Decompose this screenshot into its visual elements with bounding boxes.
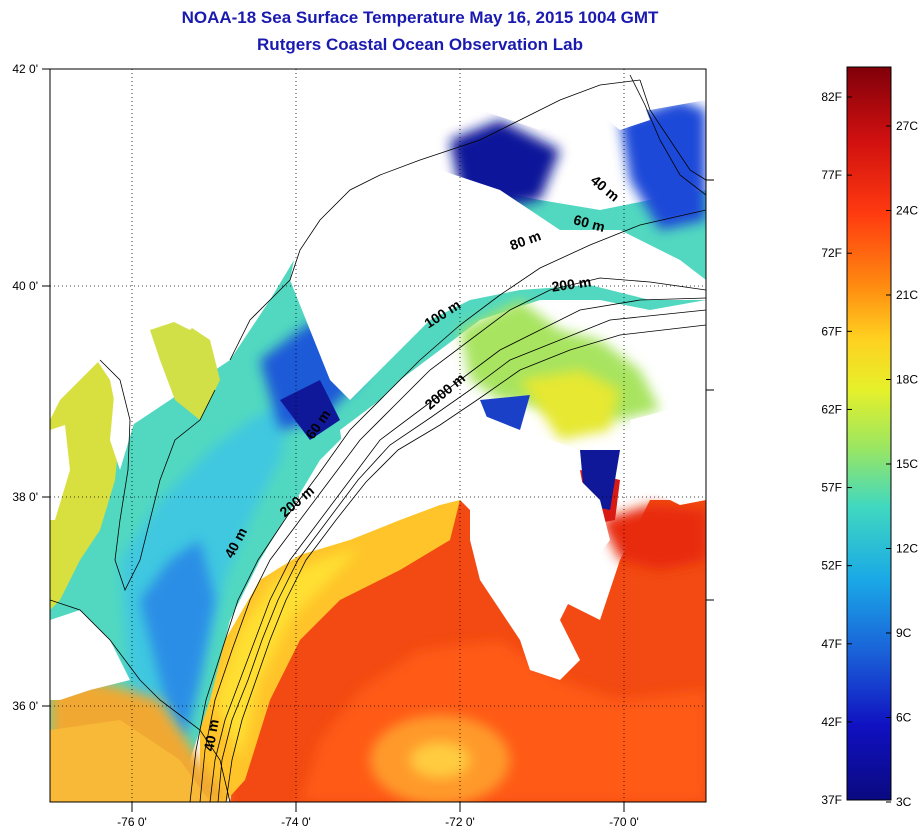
colorbar-f-label: 52F (821, 559, 842, 573)
colorbar-c-label: 21C (896, 288, 918, 302)
map-title: NOAA-18 Sea Surface Temperature May 16, … (181, 8, 659, 27)
colorbar-f-label: 72F (821, 246, 842, 260)
contour-label: 40 m (200, 718, 221, 752)
colorbar-f-label: 47F (821, 637, 842, 651)
colorbar-c-label: 24C (896, 204, 918, 218)
lat-label-42: 42 0' (12, 62, 38, 76)
colorbar-c-label: 3C (896, 795, 912, 809)
map-subtitle: Rutgers Coastal Ocean Observation Lab (257, 35, 583, 54)
colorbar-c-label: 27C (896, 119, 918, 133)
colorbar-f-label: 67F (821, 324, 842, 338)
colorbar-fahrenheit-labels: 82F 77F 72F 67F 62F 57F 52F 47F 42F 37F (821, 90, 842, 807)
colorbar-celsius-labels: 27C 24C 21C 18C 15C 12C 9C 6C 3C (896, 119, 918, 809)
colorbar-c-label: 12C (896, 542, 918, 556)
map-grid (50, 69, 706, 802)
temperature-colorbar (846, 66, 892, 801)
map-frame (49, 68, 707, 803)
colorbar-f-label: 82F (821, 90, 842, 104)
colorbar-f-label: 57F (821, 481, 842, 495)
colorbar-f-label: 42F (821, 715, 842, 729)
colorbar-c-label: 6C (896, 711, 912, 725)
lat-label-36: 36 0' (12, 699, 38, 713)
map-ticks (42, 68, 714, 812)
lon-label-70: -70 0' (609, 815, 639, 829)
contour-label: 200 m (551, 273, 593, 294)
lon-label-76: -76 0' (117, 815, 147, 829)
colorbar-c-label: 9C (896, 626, 912, 640)
colorbar-c-label: 18C (896, 373, 918, 387)
colorbar-c-label: 15C (896, 457, 918, 471)
contour-label: 60 m (572, 211, 607, 235)
lat-label-38: 38 0' (12, 490, 38, 504)
colorbar-ticks (847, 96, 891, 803)
colorbar-f-label: 62F (821, 402, 842, 416)
colorbar-f-label: 77F (821, 168, 842, 182)
sst-image-layer (50, 69, 706, 802)
lon-label-72: -72 0' (445, 815, 475, 829)
lon-label-74: -74 0' (281, 815, 311, 829)
lat-label-40: 40 0' (12, 279, 38, 293)
colorbar-f-label: 37F (821, 793, 842, 807)
